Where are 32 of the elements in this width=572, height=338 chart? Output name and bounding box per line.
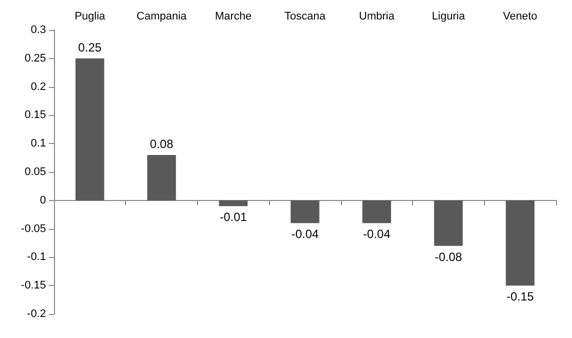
data-label: 0.25 bbox=[78, 40, 102, 54]
bar bbox=[434, 200, 463, 246]
y-tick-label: -0.2 bbox=[27, 308, 46, 320]
y-tick-label: 0 bbox=[40, 194, 46, 206]
data-label: -0.04 bbox=[363, 227, 391, 242]
x-tick-label: Umbria bbox=[358, 10, 396, 22]
data-label: -0.15 bbox=[506, 290, 534, 304]
data-label: -0.08 bbox=[434, 250, 462, 264]
y-tick-label: -0.15 bbox=[20, 280, 46, 292]
bar bbox=[506, 200, 534, 286]
bar bbox=[290, 200, 320, 224]
y-tick-label: 0.3 bbox=[30, 24, 46, 36]
data-label: 0.08 bbox=[150, 136, 174, 151]
x-tick-label: Toscana bbox=[284, 10, 326, 22]
x-tick-label: Puglia bbox=[74, 10, 106, 22]
y-tick-label: -0.1 bbox=[27, 251, 46, 264]
x-tick-label: Veneto bbox=[503, 10, 538, 22]
bar bbox=[76, 58, 104, 200]
bar bbox=[147, 154, 176, 200]
x-tick-label: Liguria bbox=[432, 10, 466, 22]
y-tick-label: -0.05 bbox=[20, 222, 46, 235]
data-label: -0.04 bbox=[291, 227, 319, 242]
bar bbox=[362, 200, 392, 224]
x-tick-label: Campania bbox=[136, 10, 188, 22]
data-label: -0.01 bbox=[220, 210, 248, 224]
y-tick-label: 0.15 bbox=[24, 109, 46, 122]
y-tick-label: 0.1 bbox=[30, 138, 46, 150]
y-tick-label: 0.05 bbox=[24, 166, 46, 178]
bar bbox=[218, 200, 248, 206]
y-tick-label: 0.2 bbox=[30, 80, 46, 93]
x-tick-label: Marche bbox=[214, 10, 252, 22]
y-tick-label: 0.25 bbox=[24, 52, 46, 64]
